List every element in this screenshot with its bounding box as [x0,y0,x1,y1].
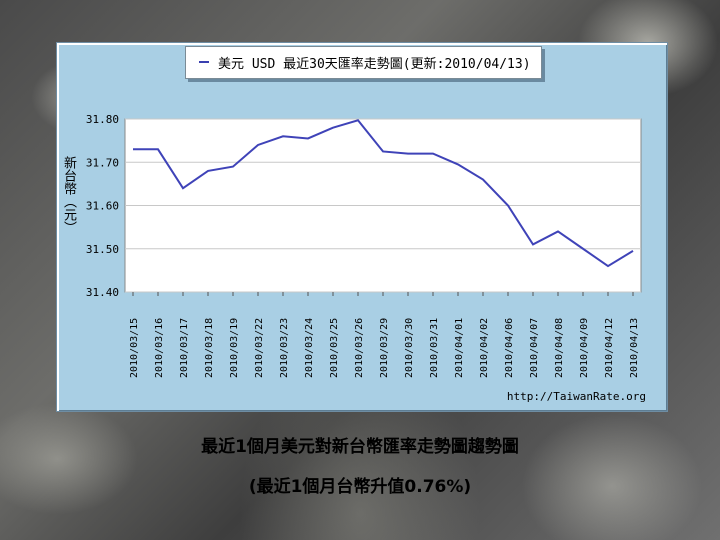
x-tick-label: 2010/04/07 [529,318,540,378]
legend-label: 美元 USD 最近30天匯率走勢圖(更新:2010/04/13) [218,57,531,72]
y-axis-label: 新台幣（元） [61,156,76,234]
x-tick-label: 2010/03/16 [154,318,165,378]
x-tick-label: 2010/03/22 [254,318,265,378]
y-tick-label: 31.70 [86,156,119,169]
x-tick-label: 2010/03/31 [429,318,440,378]
x-tick-label: 2010/03/25 [329,318,340,378]
x-tick-label: 2010/03/23 [279,318,290,378]
x-tick-label: 2010/03/19 [229,318,240,378]
x-tick-label: 2010/03/24 [304,318,315,378]
y-tick-label: 31.50 [86,243,119,256]
x-tick-label: 2010/03/26 [354,318,365,378]
x-tick-label: 2010/04/12 [604,318,615,378]
y-tick-labels: 31.80 31.70 31.60 31.50 31.40 [86,113,119,299]
x-tick-label: 2010/03/29 [379,318,390,378]
x-tick-label: 2010/04/06 [504,318,515,378]
x-tick-label: 2010/03/15 [129,318,140,378]
legend-swatch [199,61,209,63]
series-line-usd [133,119,634,268]
x-tick-label: 2010/04/08 [554,318,565,378]
x-tick-label: 2010/04/01 [454,318,465,378]
x-tick-label: 2010/04/02 [479,318,490,378]
x-tick-label: 2010/03/18 [204,318,215,378]
x-tick-label: 2010/04/09 [579,318,590,378]
x-tick-label: 2010/03/17 [179,318,190,378]
caption-subtitle: (最近1個月台幣升值0.76%) [248,477,472,497]
x-tick-labels: 2010/03/15 2010/03/16 2010/03/17 2010/03/18… [129,292,640,378]
chart-legend: 美元 USD 最近30天匯率走勢圖(更新:2010/04/13) [185,46,542,79]
source-url: http://TaiwanRate.org [507,390,646,403]
x-tick-label: 2010/04/13 [629,318,640,378]
y-tick-label: 31.40 [86,286,119,299]
caption-title: 最近1個月美元對新台幣匯率走勢圖趨勢圖 [201,437,519,457]
y-tick-label: 31.80 [86,113,119,126]
y-tick-label: 31.60 [86,200,119,213]
x-tick-label: 2010/03/30 [404,318,415,378]
